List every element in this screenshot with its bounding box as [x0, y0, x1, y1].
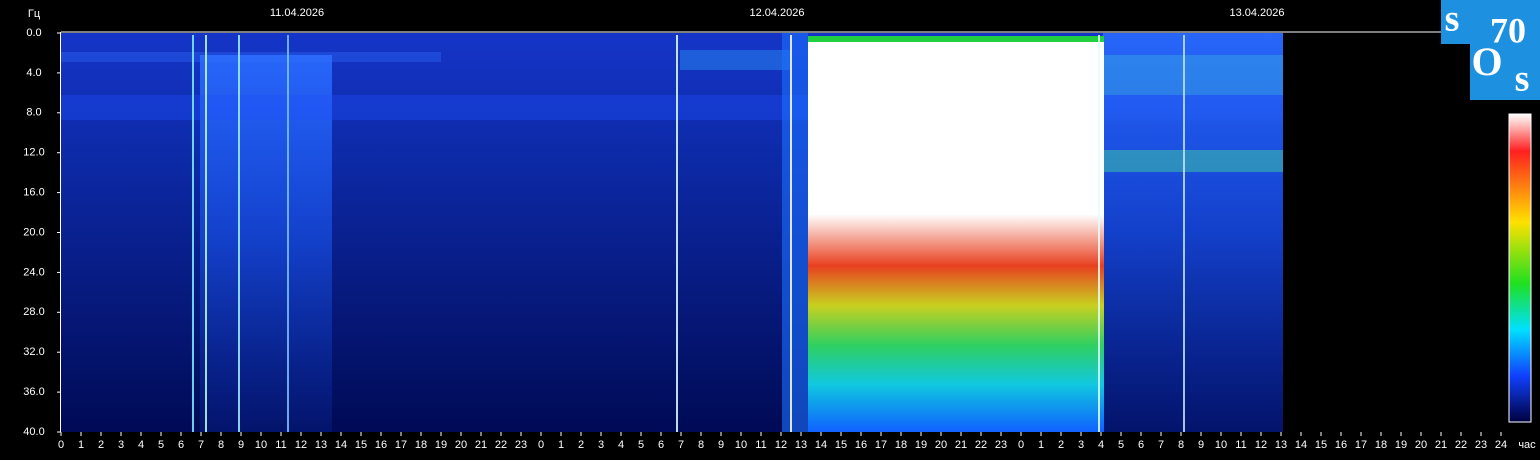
logo-letter: O: [1471, 39, 1502, 84]
x-tick-label: 17: [395, 439, 407, 451]
x-tick-label: 18: [1375, 439, 1387, 451]
y-tick-label: 0.0: [26, 27, 41, 39]
x-tick-label: 10: [1215, 439, 1227, 451]
logo: s 70 O s: [1441, 0, 1540, 100]
x-tick-label: 15: [835, 439, 847, 451]
x-tick-label: 21: [1435, 439, 1447, 451]
x-tick-label: 3: [118, 439, 124, 451]
x-tick-label: 12: [775, 439, 787, 451]
date-label: 13.04.2026: [1229, 7, 1284, 19]
x-tick-label: 5: [1118, 439, 1124, 451]
x-tick-label: 21: [475, 439, 487, 451]
x-tick-label: 10: [255, 439, 267, 451]
logo-number: 70: [1490, 10, 1526, 50]
x-tick-label: 23: [515, 439, 527, 451]
y-tick-label: 28.0: [23, 306, 44, 318]
y-tick-label: 32.0: [23, 346, 44, 358]
x-tick-label: 9: [1198, 439, 1204, 451]
x-tick-label: 1: [78, 439, 84, 451]
x-tick-label: 5: [158, 439, 164, 451]
x-tick-label: 4: [138, 439, 144, 451]
y-tick-label: 8.0: [26, 107, 41, 119]
x-tick-label: 0: [538, 439, 544, 451]
x-tick-label: 17: [1355, 439, 1367, 451]
x-tick-label: 22: [495, 439, 507, 451]
x-tick-label: 4: [1098, 439, 1104, 451]
x-tick-label: 6: [658, 439, 664, 451]
x-tick-label: 3: [598, 439, 604, 451]
y-tick-label: 4.0: [26, 67, 41, 79]
y-tick-label: 40.0: [23, 426, 44, 438]
y-tick-label: 24.0: [23, 266, 44, 278]
x-tick-label: 16: [375, 439, 387, 451]
x-tick-label: 6: [1138, 439, 1144, 451]
date-label: 11.04.2026: [270, 7, 324, 19]
x-tick-label: 7: [198, 439, 204, 451]
x-tick-label: 7: [678, 439, 684, 451]
spectrogram-image: [60, 31, 1501, 432]
x-tick-label: 16: [1335, 439, 1347, 451]
x-tick-label: 16: [855, 439, 867, 451]
x-tick-label: 13: [1275, 439, 1287, 451]
y-tick-label: 12.0: [23, 147, 44, 159]
x-tick-label: 12: [295, 439, 307, 451]
x-tick-label: 20: [1415, 439, 1427, 451]
x-tick-label: 6: [178, 439, 184, 451]
x-tick-label: 1: [1038, 439, 1044, 451]
x-tick-label: 18: [415, 439, 427, 451]
x-axis-label: час: [1518, 439, 1536, 451]
colorbar: [1508, 113, 1532, 423]
x-tick-label: 23: [1475, 439, 1487, 451]
x-tick-label: 21: [955, 439, 967, 451]
x-tick-label: 24: [1495, 439, 1507, 451]
x-tick-label: 17: [875, 439, 887, 451]
x-tick-label: 22: [975, 439, 987, 451]
x-tick-label: 4: [618, 439, 624, 451]
x-tick-label: 13: [795, 439, 807, 451]
x-tick-label: 20: [935, 439, 947, 451]
x-tick-label: 9: [238, 439, 244, 451]
date-label: 12.04.2026: [749, 7, 804, 19]
x-tick-label: 10: [735, 439, 747, 451]
x-tick-label: 11: [275, 439, 286, 451]
x-tick-label: 19: [435, 439, 447, 451]
x-tick-label: 12: [1255, 439, 1267, 451]
x-tick-label: 1: [558, 439, 564, 451]
x-tick-label: 13: [315, 439, 327, 451]
logo-letter: s: [1515, 58, 1530, 100]
x-tick-label: 8: [1178, 439, 1184, 451]
x-tick-label: 5: [638, 439, 644, 451]
y-tick-label: 36.0: [23, 386, 44, 398]
y-tick-label: 20.0: [23, 226, 44, 238]
x-tick-label: 20: [455, 439, 467, 451]
x-tick-label: 8: [218, 439, 224, 451]
x-tick-label: 19: [1395, 439, 1407, 451]
x-tick-label: 15: [355, 439, 367, 451]
x-tick-label: 2: [98, 439, 104, 451]
x-tick-label: 19: [915, 439, 927, 451]
x-tick-label: 14: [335, 439, 347, 451]
y-axis-label: Гц: [28, 8, 41, 20]
x-tick-label: 7: [1158, 439, 1164, 451]
logo-letter: s: [1445, 0, 1460, 40]
x-tick-label: 14: [815, 439, 827, 451]
x-tick-label: 23: [995, 439, 1007, 451]
x-tick-label: 0: [1018, 439, 1024, 451]
x-tick-label: 2: [578, 439, 584, 451]
x-tick-label: 3: [1078, 439, 1084, 451]
x-tick-label: 11: [755, 439, 766, 451]
y-tick-label: 16.0: [23, 187, 44, 199]
x-tick-label: 14: [1295, 439, 1307, 451]
x-tick-label: 15: [1315, 439, 1327, 451]
x-tick-label: 8: [698, 439, 704, 451]
x-tick-label: 18: [895, 439, 907, 451]
x-tick-label: 2: [1058, 439, 1064, 451]
x-tick-label: 0: [58, 439, 64, 451]
x-tick-label: 9: [718, 439, 724, 451]
x-tick-label: 22: [1455, 439, 1467, 451]
x-tick-label: 11: [1235, 439, 1246, 451]
